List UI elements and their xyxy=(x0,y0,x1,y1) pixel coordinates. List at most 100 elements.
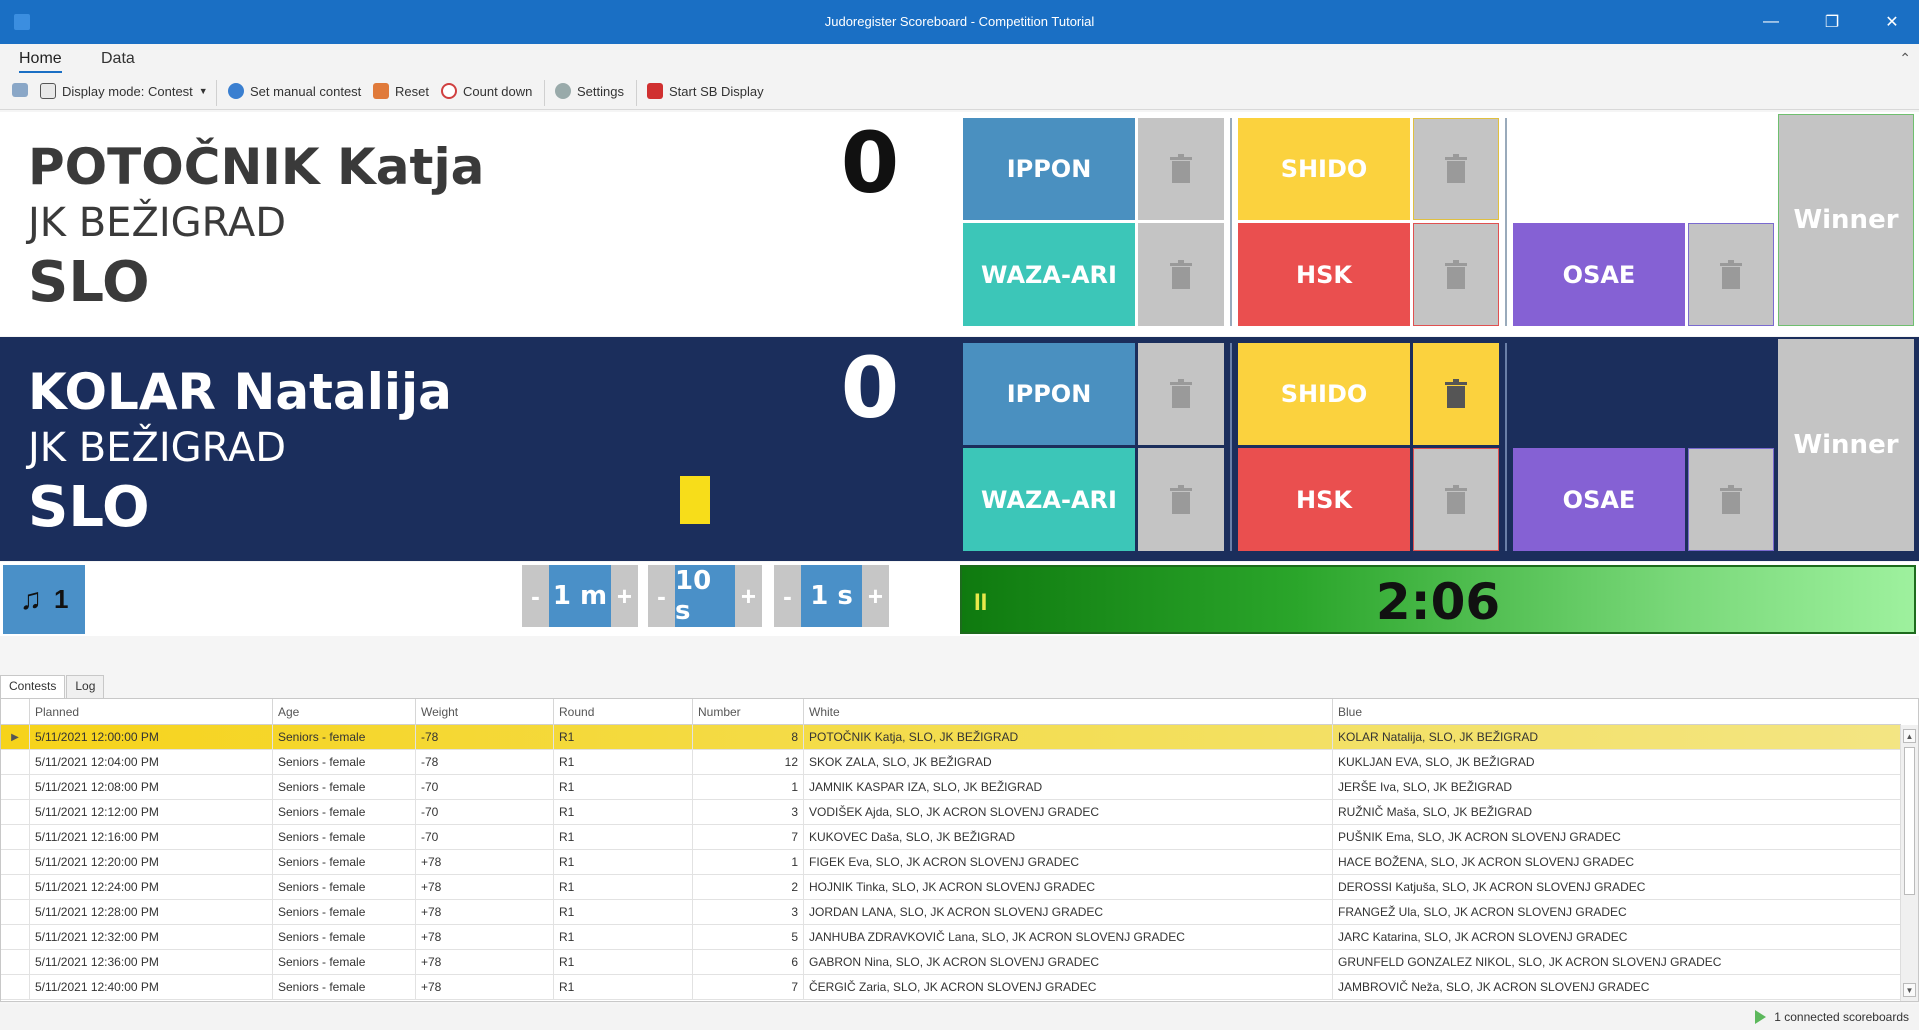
column-header-white[interactable]: White xyxy=(803,699,1332,725)
cell-planned: 5/11/2021 12:20:00 PM xyxy=(29,850,272,875)
scroll-down-icon[interactable]: ▼ xyxy=(1903,983,1916,997)
column-header-weight[interactable]: Weight xyxy=(415,699,553,725)
cell-white: GABRON Nina, SLO, JK ACRON SLOVENJ GRADE… xyxy=(803,950,1332,975)
blue-hsk-button[interactable]: HSK xyxy=(1238,448,1410,551)
scroll-thumb[interactable] xyxy=(1904,747,1915,895)
count-down-label: Count down xyxy=(463,83,533,99)
white-country: SLO xyxy=(28,250,150,315)
tab-contests[interactable]: Contests xyxy=(0,675,66,698)
vertical-scrollbar[interactable]: ▲ ▼ xyxy=(1900,725,1918,1001)
seconds-minus-button[interactable]: - xyxy=(774,565,801,627)
trash-icon xyxy=(1720,259,1742,289)
blue-hsk-delete-button[interactable] xyxy=(1413,448,1499,551)
cell-blue: JAMBROVIČ Neža, SLO, JK ACRON SLOVENJ GR… xyxy=(1332,975,1901,1000)
table-row[interactable]: 5/11/2021 12:16:00 PM Seniors - female -70… xyxy=(1,825,1901,850)
blue-ippon-delete-button[interactable] xyxy=(1138,343,1224,445)
collapse-ribbon-icon[interactable]: ⌃ xyxy=(1899,50,1911,66)
cell-blue: JARC Katarina, SLO, JK ACRON SLOVENJ GRA… xyxy=(1332,925,1901,950)
layout-button[interactable] xyxy=(12,83,28,97)
table-row[interactable]: 5/11/2021 12:20:00 PM Seniors - female +78… xyxy=(1,850,1901,875)
white-ippon-button[interactable]: IPPON xyxy=(963,118,1135,220)
row-indicator xyxy=(1,975,29,1000)
column-header-number[interactable]: Number xyxy=(692,699,803,725)
table-row[interactable]: 5/11/2021 12:36:00 PM Seniors - female +78… xyxy=(1,950,1901,975)
column-header-round[interactable]: Round xyxy=(553,699,692,725)
blue-competitor-panel: KOLAR Natalija JK BEŽIGRAD SLO 0 IPPON W… xyxy=(0,337,1919,561)
column-header-planned[interactable]: Planned xyxy=(29,699,272,725)
blue-ippon-button[interactable]: IPPON xyxy=(963,343,1135,445)
white-ippon-delete-button[interactable] xyxy=(1138,118,1224,220)
white-hsk-button[interactable]: HSK xyxy=(1238,223,1410,326)
cell-planned: 5/11/2021 12:24:00 PM xyxy=(29,875,272,900)
start-sb-display-button[interactable]: Start SB Display xyxy=(647,83,764,99)
blue-winner-button[interactable]: Winner xyxy=(1778,339,1914,551)
restore-button[interactable]: ❐ xyxy=(1824,14,1840,31)
cell-number: 2 xyxy=(692,875,803,900)
row-indicator xyxy=(1,800,29,825)
cell-white: KUKOVEC Daša, SLO, JK BEŽIGRAD xyxy=(803,825,1332,850)
blue-osae-delete-button[interactable] xyxy=(1688,448,1774,551)
white-osae-button[interactable]: OSAE xyxy=(1513,223,1685,326)
minutes-minus-button[interactable]: - xyxy=(522,565,549,627)
music-button[interactable]: ♫ 1 xyxy=(3,565,85,634)
table-row[interactable]: 5/11/2021 12:28:00 PM Seniors - female +78… xyxy=(1,900,1901,925)
trash-icon xyxy=(1170,379,1192,408)
display-icon xyxy=(40,83,56,99)
connection-status: 1 connected scoreboards xyxy=(1755,1010,1909,1024)
contest-timer[interactable]: II 2:06 xyxy=(960,565,1916,634)
row-indicator xyxy=(1,750,29,775)
cell-number: 1 xyxy=(692,775,803,800)
table-row[interactable]: 5/11/2021 12:04:00 PM Seniors - female -78… xyxy=(1,750,1901,775)
minimize-button[interactable]: — xyxy=(1763,13,1779,30)
tab-log[interactable]: Log xyxy=(66,675,105,698)
cell-planned: 5/11/2021 12:04:00 PM xyxy=(29,750,272,775)
table-row[interactable]: 5/11/2021 12:08:00 PM Seniors - female -70… xyxy=(1,775,1901,800)
reset-button[interactable]: Reset xyxy=(373,83,429,99)
minutes-stepper: - 1 m + xyxy=(522,565,638,627)
set-manual-contest-button[interactable]: Set manual contest xyxy=(228,83,361,99)
white-waza-ari-button[interactable]: WAZA-ARI xyxy=(963,223,1135,326)
blue-waza-ari-button[interactable]: WAZA-ARI xyxy=(963,448,1135,551)
cell-round: R1 xyxy=(553,900,692,925)
tab-home[interactable]: Home xyxy=(19,50,62,73)
start-sb-label: Start SB Display xyxy=(669,83,764,99)
chevron-down-icon: ▼ xyxy=(198,86,208,96)
trash-icon xyxy=(1445,154,1467,183)
seconds-plus-button[interactable]: + xyxy=(862,565,889,627)
blue-osae-button[interactable]: OSAE xyxy=(1513,448,1685,551)
column-header-age[interactable]: Age xyxy=(272,699,415,725)
blue-shido-button[interactable]: SHIDO xyxy=(1238,343,1410,445)
table-row[interactable]: 5/11/2021 12:32:00 PM Seniors - female +78… xyxy=(1,925,1901,950)
count-down-button[interactable]: Count down xyxy=(441,83,532,99)
cell-white: SKOK ZALA, SLO, JK BEŽIGRAD xyxy=(803,750,1332,775)
table-row[interactable]: 5/11/2021 12:12:00 PM Seniors - female -70… xyxy=(1,800,1901,825)
white-shido-delete-button[interactable] xyxy=(1413,118,1499,220)
white-hsk-delete-button[interactable] xyxy=(1413,223,1499,326)
white-osae-delete-button[interactable] xyxy=(1688,223,1774,326)
column-header-blue[interactable]: Blue xyxy=(1332,699,1901,725)
cell-age: Seniors - female xyxy=(272,725,415,750)
row-indicator: ▶ xyxy=(11,732,19,743)
blue-shido-delete-button[interactable] xyxy=(1413,343,1499,445)
minutes-plus-button[interactable]: + xyxy=(611,565,638,627)
scroll-up-icon[interactable]: ▲ xyxy=(1903,729,1916,743)
display-mode-dropdown[interactable]: Display mode: Contest ▼ xyxy=(40,83,208,99)
white-winner-button[interactable]: Winner xyxy=(1778,114,1914,326)
window-title: Judoregister Scoreboard - Competition Tu… xyxy=(824,14,1095,29)
cell-blue: KOLAR Natalija, SLO, JK BEŽIGRAD xyxy=(1332,725,1901,750)
white-waza-ari-delete-button[interactable] xyxy=(1138,223,1224,326)
table-row[interactable]: 5/11/2021 12:24:00 PM Seniors - female +78… xyxy=(1,875,1901,900)
status-bar: 1 connected scoreboards xyxy=(0,1004,1919,1030)
cell-round: R1 xyxy=(553,925,692,950)
tab-data[interactable]: Data xyxy=(101,50,135,67)
white-shido-button[interactable]: SHIDO xyxy=(1238,118,1410,220)
table-row[interactable]: 5/11/2021 12:40:00 PM Seniors - female +78… xyxy=(1,975,1901,1000)
ten-seconds-minus-button[interactable]: - xyxy=(648,565,675,627)
cell-white: JORDAN LANA, SLO, JK ACRON SLOVENJ GRADE… xyxy=(803,900,1332,925)
blue-waza-ari-delete-button[interactable] xyxy=(1138,448,1224,551)
table-row[interactable]: ▶ 5/11/2021 12:00:00 PM Seniors - female -7… xyxy=(1,725,1901,750)
settings-button[interactable]: Settings xyxy=(555,83,624,99)
ten-seconds-plus-button[interactable]: + xyxy=(735,565,762,627)
reset-label: Reset xyxy=(395,83,429,99)
close-button[interactable]: ✕ xyxy=(1885,14,1899,31)
